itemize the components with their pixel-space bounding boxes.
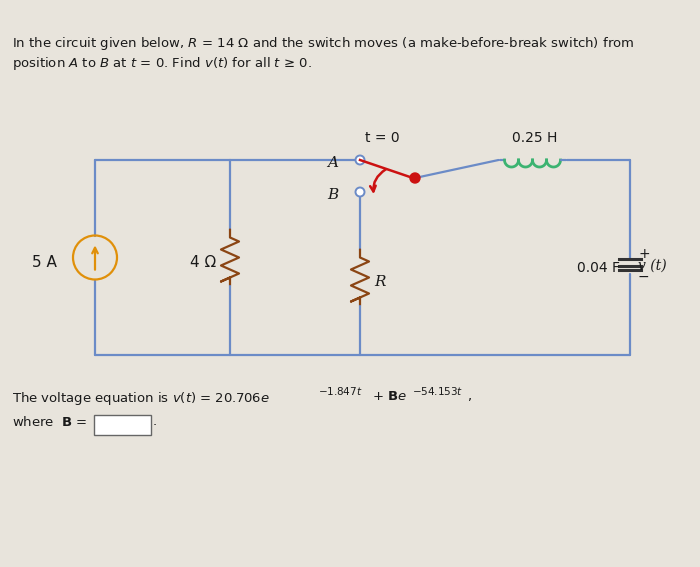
Text: −: − (638, 269, 650, 284)
Text: $-$1.847$t$: $-$1.847$t$ (318, 385, 363, 397)
Text: R: R (374, 276, 386, 290)
Text: The voltage equation is $v$($t$) = 20.706$e$: The voltage equation is $v$($t$) = 20.70… (12, 390, 270, 407)
Text: ,: , (467, 390, 471, 403)
Text: A: A (327, 156, 338, 170)
Circle shape (356, 155, 365, 164)
Text: v (t): v (t) (638, 259, 666, 273)
Circle shape (356, 188, 365, 197)
Text: B: B (327, 188, 338, 202)
Text: t = 0: t = 0 (365, 131, 399, 145)
Text: 0.04 F: 0.04 F (577, 260, 620, 274)
Text: +: + (638, 247, 650, 260)
Text: + $\mathbf{B}$$e$: + $\mathbf{B}$$e$ (372, 390, 407, 403)
Circle shape (410, 173, 420, 183)
Text: 5 A: 5 A (32, 255, 57, 270)
Text: 0.25 H: 0.25 H (512, 131, 557, 145)
FancyBboxPatch shape (94, 415, 151, 435)
Text: In the circuit given below, $R$ = 14 Ω and the switch moves (a make-before-break: In the circuit given below, $R$ = 14 Ω a… (12, 35, 634, 52)
Text: $-$54.153$t$: $-$54.153$t$ (412, 385, 463, 397)
Text: 4 Ω: 4 Ω (190, 255, 216, 270)
Text: where  $\mathbf{B}$ =: where $\mathbf{B}$ = (12, 415, 89, 429)
Text: position $A$ to $B$ at $t$ = 0. Find $v$($t$) for all $t$ ≥ 0.: position $A$ to $B$ at $t$ = 0. Find $v$… (12, 55, 311, 72)
Text: .: . (153, 415, 157, 428)
